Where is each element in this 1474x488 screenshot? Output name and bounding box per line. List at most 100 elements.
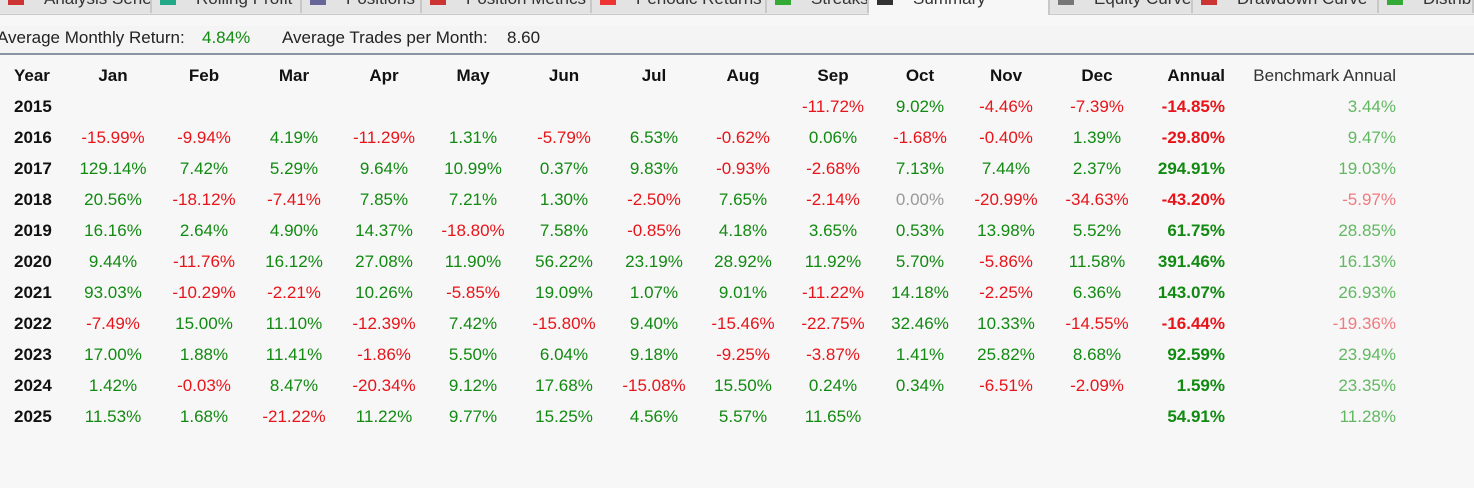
tab-distribution[interactable]: Distribution: [1379, 0, 1474, 13]
avg-trades-label: Average Trades per Month:: [282, 28, 488, 47]
month-return-cell: 19.09%: [535, 283, 593, 302]
month-return-cell: 9.02%: [895, 97, 945, 116]
month-return-cell: -21.22%: [262, 407, 326, 426]
month-return-cell: -11.29%: [352, 128, 416, 147]
month-return-cell: 15.25%: [535, 407, 593, 426]
tab-icon: [775, 0, 791, 5]
header-apr: Apr: [369, 66, 399, 85]
month-return-cell: 2.37%: [1072, 159, 1122, 178]
month-return-cell: 11.58%: [1068, 252, 1126, 271]
month-return-cell: -9.25%: [716, 345, 770, 364]
header-feb: Feb: [188, 66, 220, 85]
tab-icon: [430, 0, 446, 5]
month-return-cell: -15.80%: [532, 314, 596, 333]
month-return-cell: 9.83%: [629, 159, 679, 178]
month-return-cell: -0.62%: [716, 128, 770, 147]
tab-label: Positions: [346, 0, 415, 8]
month-return-cell: 20.56%: [84, 190, 142, 209]
tab-equity-curve[interactable]: Equity Curve: [1050, 0, 1193, 13]
month-return-cell: 11.41%: [265, 345, 323, 364]
month-return-cell: 15.00%: [175, 314, 233, 333]
avg-trades-value: 8.60: [507, 28, 541, 47]
month-return-cell: 5.52%: [1072, 221, 1122, 240]
tab-bar: Analysis Series Rolling Profit Positions Po…: [0, 0, 1474, 15]
month-return-cell: 14.18%: [891, 283, 949, 302]
row-year: 2015: [14, 97, 52, 116]
month-return-cell: -0.85%: [627, 221, 681, 240]
row-year: 2022: [14, 314, 52, 333]
tab-streaks[interactable]: Streaks: [767, 0, 869, 13]
annual-return-cell: -14.85%: [1161, 97, 1225, 116]
month-return-cell: 25.82%: [977, 345, 1035, 364]
benchmark-annual-cell: -5.97%: [1342, 190, 1396, 209]
month-return-cell: 7.42%: [448, 314, 498, 333]
month-return-cell: 10.26%: [355, 283, 413, 302]
month-return-cell: -1.68%: [893, 128, 947, 147]
header-nov: Nov: [989, 66, 1023, 85]
annual-return-cell: -16.44%: [1161, 314, 1225, 333]
month-return-cell: -20.34%: [352, 376, 416, 395]
month-return-cell: 6.04%: [539, 345, 589, 364]
row-year: 2024: [14, 376, 52, 395]
month-return-cell: 0.53%: [895, 221, 945, 240]
tab-rolling-profit[interactable]: Rolling Profit: [152, 0, 302, 13]
month-return-cell: 28.92%: [714, 252, 772, 271]
month-return-cell: 5.57%: [718, 407, 768, 426]
month-return-cell: 7.42%: [179, 159, 229, 178]
month-return-cell: 9.40%: [629, 314, 679, 333]
month-return-cell: -1.86%: [357, 345, 411, 364]
annual-return-cell: 61.75%: [1167, 221, 1225, 240]
tab-summary[interactable]: Summary: [869, 0, 1050, 15]
month-return-cell: 0.00%: [895, 190, 945, 209]
month-return-cell: -7.41%: [267, 190, 321, 209]
tab-drawdown-curve[interactable]: Drawdown Curve: [1193, 0, 1379, 13]
month-return-cell: 11.92%: [804, 252, 862, 271]
tab-icon: [310, 0, 326, 5]
month-return-cell: 32.46%: [891, 314, 949, 333]
month-return-cell: 11.10%: [265, 314, 323, 333]
tab-icon: [1201, 0, 1217, 5]
month-return-cell: 2.64%: [179, 221, 229, 240]
month-return-cell: 9.44%: [88, 252, 138, 271]
month-return-cell: 7.58%: [539, 221, 589, 240]
month-return-cell: -11.76%: [172, 252, 236, 271]
annual-return-cell: 54.91%: [1167, 407, 1225, 426]
month-return-cell: -3.87%: [806, 345, 860, 364]
header-may: May: [456, 66, 490, 85]
month-return-cell: -2.09%: [1070, 376, 1124, 395]
month-return-cell: 11.65%: [804, 407, 862, 426]
month-return-cell: -22.75%: [801, 314, 865, 333]
month-return-cell: 7.13%: [895, 159, 945, 178]
tab-analysis-series[interactable]: Analysis Series: [0, 0, 152, 13]
month-return-cell: 93.03%: [84, 283, 142, 302]
annual-return-cell: 92.59%: [1167, 345, 1225, 364]
tab-periodic-returns[interactable]: Periodic Returns: [592, 0, 767, 13]
month-return-cell: 13.98%: [977, 221, 1035, 240]
month-return-cell: -6.51%: [979, 376, 1033, 395]
tab-positions[interactable]: Positions: [302, 0, 422, 13]
month-return-cell: -2.14%: [806, 190, 860, 209]
tab-label: Equity Curve: [1094, 0, 1191, 8]
header-dec: Dec: [1081, 66, 1113, 85]
tab-label: Position Metrics: [466, 0, 586, 8]
month-return-cell: 4.56%: [629, 407, 679, 426]
month-return-cell: 27.08%: [355, 252, 413, 271]
month-return-cell: 7.21%: [448, 190, 498, 209]
month-return-cell: 1.30%: [539, 190, 589, 209]
month-return-cell: -5.85%: [446, 283, 500, 302]
tab-position-metrics[interactable]: Position Metrics: [422, 0, 592, 13]
benchmark-annual-cell: 23.35%: [1338, 376, 1396, 395]
month-return-cell: 6.36%: [1072, 283, 1122, 302]
tab-icon: [877, 0, 893, 5]
benchmark-annual-cell: 26.93%: [1338, 283, 1396, 302]
month-return-cell: 14.37%: [355, 221, 413, 240]
month-return-cell: 15.50%: [714, 376, 772, 395]
benchmark-annual-cell: 23.94%: [1338, 345, 1396, 364]
month-return-cell: 8.47%: [269, 376, 319, 395]
month-return-cell: -4.46%: [979, 97, 1033, 116]
month-return-cell: -0.03%: [177, 376, 231, 395]
month-return-cell: -0.40%: [979, 128, 1033, 147]
month-return-cell: 1.68%: [179, 407, 229, 426]
tab-icon: [1058, 0, 1074, 5]
month-return-cell: -15.08%: [622, 376, 686, 395]
